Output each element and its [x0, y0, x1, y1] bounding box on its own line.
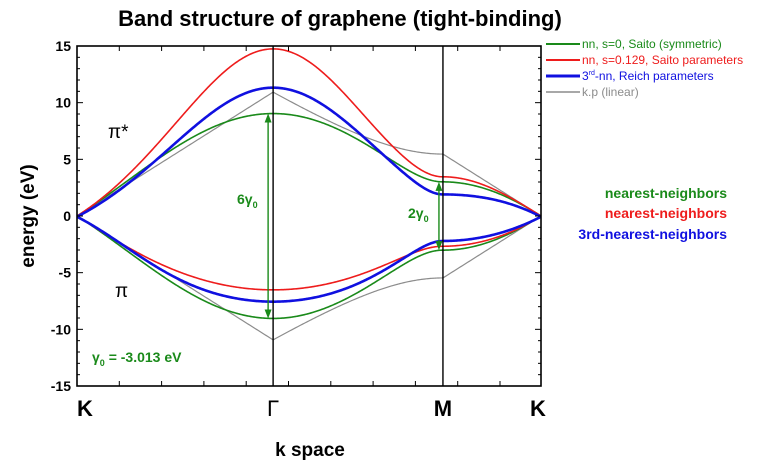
gap-m-label: 2γ0 — [408, 205, 429, 224]
x-tick-label: K — [530, 396, 546, 421]
right-label-2: 3rd-nearest-neighbors — [578, 226, 727, 242]
y-tick-label: 5 — [63, 151, 71, 167]
series-3-valence-band — [76, 215, 542, 341]
legend-entry-2: 3rd-nn, Reich parameters — [582, 69, 714, 83]
m-gap-arrow-head-down — [435, 241, 443, 251]
gap-gamma-label: 6γ0 — [237, 191, 258, 210]
curves — [76, 48, 542, 341]
series-0-valence-band — [76, 215, 542, 320]
series-2-conduction-band — [76, 86, 542, 218]
y-tick-label: -5 — [59, 265, 72, 281]
tick-labels: -15 -10 -5 0 5 10 15 K Γ M K — [51, 38, 546, 421]
right-label-1: nearest-neighbors — [605, 205, 727, 221]
axes — [76, 45, 542, 387]
y-tick-label: -10 — [51, 321, 71, 337]
pi-star-label: π* — [108, 122, 129, 143]
gamma-gap-arrow-head-down — [264, 309, 272, 319]
x-axis-label: k space — [275, 440, 345, 461]
series-3-conduction-band — [76, 91, 542, 217]
right-label-0: nearest-neighbors — [605, 185, 727, 201]
legend-entry-0: nn, s=0, Saito (symmetric) — [582, 37, 722, 51]
pi-label: π — [115, 281, 128, 302]
series-0-conduction-band — [76, 112, 542, 217]
series-2-valence-band — [76, 215, 542, 303]
x-tick-label: Γ — [267, 396, 279, 421]
x-tick-label: K — [77, 396, 93, 421]
y-tick-label: 0 — [63, 208, 71, 224]
y-tick-label: -15 — [51, 378, 71, 394]
series-1-conduction-band — [76, 48, 542, 217]
x-tick-label: M — [434, 396, 452, 421]
m-gap-arrow-head-up — [435, 181, 443, 191]
y-tick-label: 15 — [55, 38, 71, 54]
y-tick-label: 10 — [55, 95, 71, 111]
chart-title: Band structure of graphene (tight-bindin… — [118, 6, 562, 31]
y-axis-label: energy (eV) — [18, 164, 39, 267]
legend-entry-3: k.p (linear) — [582, 85, 639, 99]
series-1-valence-band — [76, 215, 542, 291]
legend: nn, s=0, Saito (symmetric) nn, s=0.129, … — [546, 37, 743, 99]
legend-entry-1: nn, s=0.129, Saito parameters — [582, 53, 743, 67]
gamma-gap-arrow-head-up — [264, 113, 272, 123]
gamma0-value: γ0 = -3.013 eV — [92, 349, 182, 368]
gap-arrows — [264, 113, 443, 319]
